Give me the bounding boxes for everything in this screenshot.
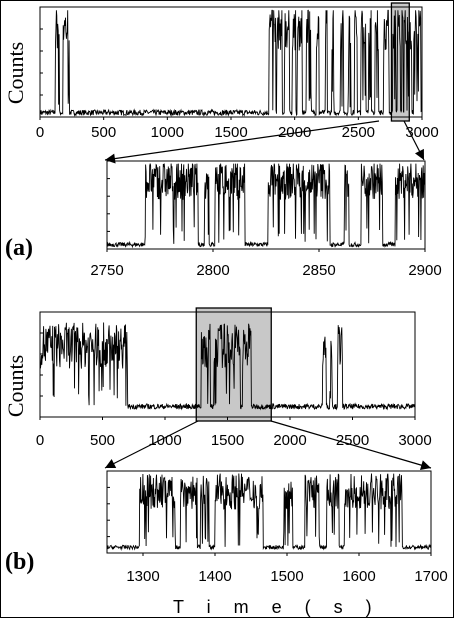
y-axis-label: Counts — [3, 355, 28, 417]
series-trace — [106, 473, 432, 551]
series-trace — [39, 9, 423, 117]
chart-b-zoom: 1300 1400 1500 1600 1700 — [106, 470, 448, 585]
zoom-arrow-b-left — [104, 420, 199, 469]
zoom-arrow-a-right-head — [414, 148, 424, 160]
x-tick-label: 3000 — [398, 432, 431, 449]
zoom-arrow-b-right — [270, 420, 432, 469]
x-tick-label: 1400 — [198, 568, 231, 585]
x-tick-label: 2850 — [302, 262, 335, 279]
x-axis-label: T i m e ( s ) — [173, 597, 381, 617]
x-tick-label: 2000 — [273, 432, 306, 449]
plot-frame — [106, 160, 426, 250]
chart-b-main: 0 500 1000 1500 2000 2500 3000 Counts — [3, 307, 432, 449]
zoom-arrow-a-left — [104, 120, 380, 161]
x-tick-label: 2500 — [336, 432, 369, 449]
panel-b-label: (b) — [5, 549, 34, 575]
x-tick-label: 2500 — [342, 124, 375, 141]
x-tick-label: 2750 — [90, 262, 123, 279]
x-tick-label: 1000 — [148, 432, 181, 449]
x-tick-label: 1300 — [126, 568, 159, 585]
x-tick-label: 1600 — [342, 568, 375, 585]
series-trace — [39, 322, 416, 411]
chart-a-zoom: 2750 2800 2850 2900 — [90, 160, 442, 279]
x-tick-label: 0 — [36, 432, 44, 449]
plot-frame — [106, 470, 432, 554]
x-tick-label: 2900 — [408, 262, 441, 279]
x-tick-label: 1500 — [270, 568, 303, 585]
y-axis-label: Counts — [3, 42, 28, 104]
zoom-arrow-b-left-head — [105, 459, 117, 468]
x-tick-label: 1500 — [214, 124, 247, 141]
x-tick-label: 2800 — [196, 262, 229, 279]
zoom-arrow-b-right-head — [419, 460, 431, 470]
x-tick-label: 1500 — [211, 432, 244, 449]
x-tick-label: 0 — [36, 124, 44, 141]
panel-a-label: (a) — [5, 235, 33, 261]
zoom-arrow-a-left-head — [105, 153, 116, 164]
x-tick-label: 1700 — [414, 568, 447, 585]
x-tick-label: 500 — [91, 124, 116, 141]
series-trace — [106, 163, 426, 249]
x-tick-label: 500 — [90, 432, 115, 449]
x-tick-label: 3000 — [405, 124, 438, 141]
x-tick-label: 1000 — [151, 124, 184, 141]
